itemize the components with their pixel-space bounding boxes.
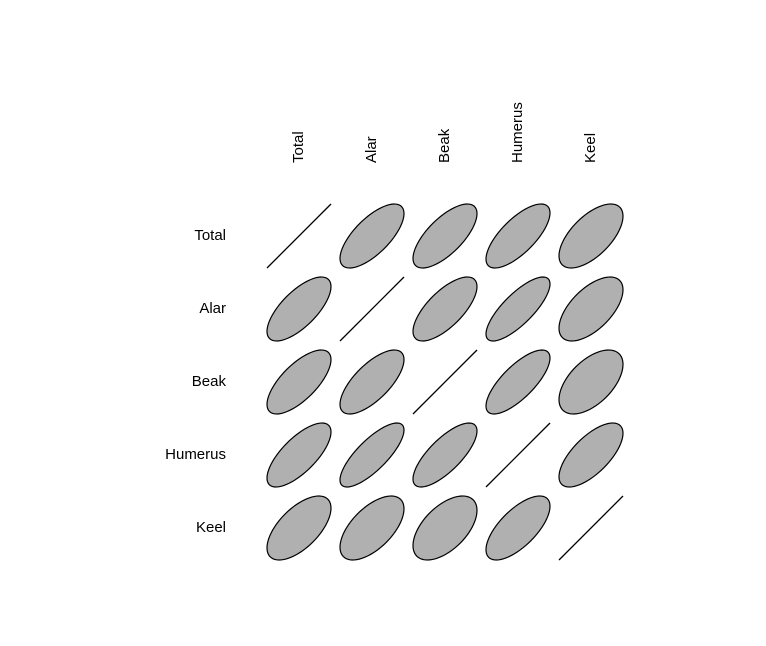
column-labels: Total Alar Beak Humerus Keel bbox=[290, 102, 599, 163]
cell-keel-humerus-ellipse bbox=[485, 495, 551, 561]
cell-total-humerus-ellipse bbox=[485, 203, 551, 269]
cell-humerus-total-ellipse bbox=[266, 422, 332, 488]
cell-total-total-diagonal bbox=[266, 203, 332, 269]
cell-beak-total-ellipse bbox=[266, 349, 332, 415]
cell-humerus-alar-ellipse bbox=[339, 422, 405, 488]
cell-beak-keel-ellipse bbox=[558, 349, 624, 415]
row-label-alar: Alar bbox=[199, 300, 226, 317]
cell-keel-total-ellipse bbox=[266, 495, 332, 561]
row-label-humerus: Humerus bbox=[165, 446, 226, 463]
row-label-keel: Keel bbox=[196, 519, 226, 536]
col-label-alar: Alar bbox=[363, 136, 380, 163]
cell-alar-total-ellipse bbox=[266, 276, 332, 342]
cell-beak-humerus-ellipse bbox=[485, 349, 551, 415]
cell-alar-humerus-ellipse bbox=[485, 276, 551, 342]
row-label-beak: Beak bbox=[192, 373, 227, 390]
ellipse-cells bbox=[266, 203, 624, 561]
cell-humerus-humerus-diagonal bbox=[485, 422, 551, 488]
cell-total-beak-ellipse bbox=[412, 203, 478, 269]
cell-total-keel-ellipse bbox=[558, 203, 624, 269]
row-labels: Total Alar Beak Humerus Keel bbox=[165, 227, 226, 536]
cell-total-alar-ellipse bbox=[339, 203, 405, 269]
cell-beak-alar-ellipse bbox=[339, 349, 405, 415]
row-label-total: Total bbox=[194, 227, 226, 244]
col-label-humerus: Humerus bbox=[509, 102, 526, 163]
cell-keel-alar-ellipse bbox=[339, 495, 405, 561]
cell-alar-beak-ellipse bbox=[412, 276, 478, 342]
cell-keel-beak-ellipse bbox=[412, 495, 478, 561]
cell-humerus-keel-ellipse bbox=[558, 422, 624, 488]
col-label-keel: Keel bbox=[582, 133, 599, 163]
cell-beak-beak-diagonal bbox=[412, 349, 478, 415]
cell-alar-keel-ellipse bbox=[558, 276, 624, 342]
col-label-total: Total bbox=[290, 131, 307, 163]
cell-alar-alar-diagonal bbox=[339, 276, 405, 342]
col-label-beak: Beak bbox=[436, 128, 453, 163]
cell-keel-keel-diagonal bbox=[558, 495, 624, 561]
cell-humerus-beak-ellipse bbox=[412, 422, 478, 488]
